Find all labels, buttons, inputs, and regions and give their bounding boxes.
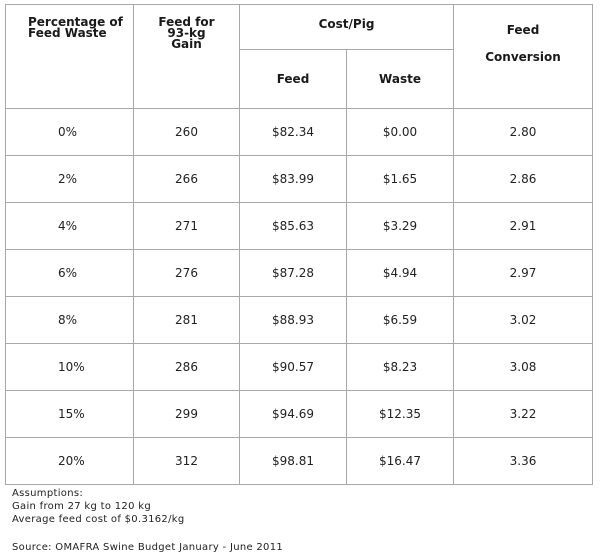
assumption-gain-range: Gain from 27 kg to 120 kg [12, 501, 151, 512]
cell-cost-feed: $87.28 [239, 249, 347, 297]
cell-cost-feed: $82.34 [239, 108, 347, 156]
cell-cost-waste: $4.94 [346, 249, 454, 297]
cell-conversion: 3.08 [453, 343, 593, 391]
header-feed-for-gain: Feed for 93-kg Gain [133, 4, 240, 109]
table-row: 10% 286 $90.57 $8.23 3.08 [5, 343, 593, 391]
cell-cost-waste: $1.65 [346, 155, 454, 203]
table-row: 6% 276 $87.28 $4.94 2.97 [5, 249, 593, 297]
subheader-row: Feed Waste [6, 49, 593, 109]
feed-waste-table: Percentage of Feed Waste Feed for 93-kg … [5, 4, 593, 485]
header-cost-feed: Feed [239, 49, 347, 109]
cell-conversion: 2.80 [453, 108, 593, 156]
cell-cost-feed: $85.63 [239, 202, 347, 250]
cell-cost-waste: $0.00 [346, 108, 454, 156]
cell-feed: 281 [133, 296, 240, 344]
cell-percentage: 8% [5, 296, 134, 344]
assumptions-notes: Assumptions: Gain from 27 kg to 120 kg A… [12, 487, 185, 526]
header-cost-per-pig: Cost/Pig [239, 4, 454, 50]
header-feed-line3: Gain [171, 37, 202, 51]
cell-cost-feed: $98.81 [239, 437, 347, 485]
table-row: 0% 260 $82.34 $0.00 2.80 [5, 108, 593, 156]
header-percentage-feed-waste: Percentage of Feed Waste [5, 4, 134, 109]
cell-conversion: 2.97 [453, 249, 593, 297]
cell-feed: 286 [133, 343, 240, 391]
cell-conversion: 3.22 [453, 390, 593, 438]
cell-cost-feed: $94.69 [239, 390, 347, 438]
cell-percentage: 4% [5, 202, 134, 250]
cell-cost-waste: $3.29 [346, 202, 454, 250]
source-note: Source: OMAFRA Swine Budget January - Ju… [12, 542, 284, 553]
cell-percentage: 0% [5, 108, 134, 156]
cell-conversion: 2.91 [453, 202, 593, 250]
cell-feed: 276 [133, 249, 240, 297]
header-percentage-line2: Feed Waste [28, 26, 107, 40]
cell-percentage: 15% [5, 390, 134, 438]
cell-cost-waste: $6.59 [346, 296, 454, 344]
cell-conversion: 3.02 [453, 296, 593, 344]
cell-cost-feed: $83.99 [239, 155, 347, 203]
header-cost-waste: Waste [346, 49, 454, 109]
table-row: 2% 266 $83.99 $1.65 2.86 [5, 155, 593, 203]
cell-cost-waste: $16.47 [346, 437, 454, 485]
cell-conversion: 2.86 [453, 155, 593, 203]
cell-feed: 312 [133, 437, 240, 485]
header-feed-line2: 93-kg [167, 26, 206, 40]
assumptions-title: Assumptions: [12, 488, 84, 499]
table-row: 20% 312 $98.81 $16.47 3.36 [5, 437, 593, 485]
cell-cost-waste: $12.35 [346, 390, 454, 438]
assumption-feed-cost: Average feed cost of $0.3162/kg [12, 514, 185, 525]
cell-percentage: 6% [5, 249, 134, 297]
header-row: Percentage of Feed Waste Feed for 93-kg … [5, 4, 593, 109]
cell-feed: 299 [133, 390, 240, 438]
table-border-left-tail [5, 460, 6, 475]
cell-percentage: 10% [5, 343, 134, 391]
cell-feed: 271 [133, 202, 240, 250]
header-feed-line1: Feed for [158, 15, 215, 29]
header-percentage-line1: Percentage of [28, 15, 123, 29]
cell-conversion: 3.36 [453, 437, 593, 485]
table-row: 15% 299 $94.69 $12.35 3.22 [5, 390, 593, 438]
cell-percentage: 2% [5, 155, 134, 203]
cell-feed: 260 [133, 108, 240, 156]
cell-cost-feed: $90.57 [239, 343, 347, 391]
header-conversion-line1: Feed [506, 23, 540, 37]
cell-cost-waste: $8.23 [346, 343, 454, 391]
cell-feed: 266 [133, 155, 240, 203]
header-conversion-line2: Conversion [485, 50, 561, 64]
table-row: 8% 281 $88.93 $6.59 3.02 [5, 296, 593, 344]
header-feed-conversion: Feed Conversion [453, 4, 593, 109]
table-row: 4% 271 $85.63 $3.29 2.91 [5, 202, 593, 250]
cell-percentage: 20% [5, 437, 134, 485]
cell-cost-feed: $88.93 [239, 296, 347, 344]
table-border-right-tail [592, 460, 593, 475]
